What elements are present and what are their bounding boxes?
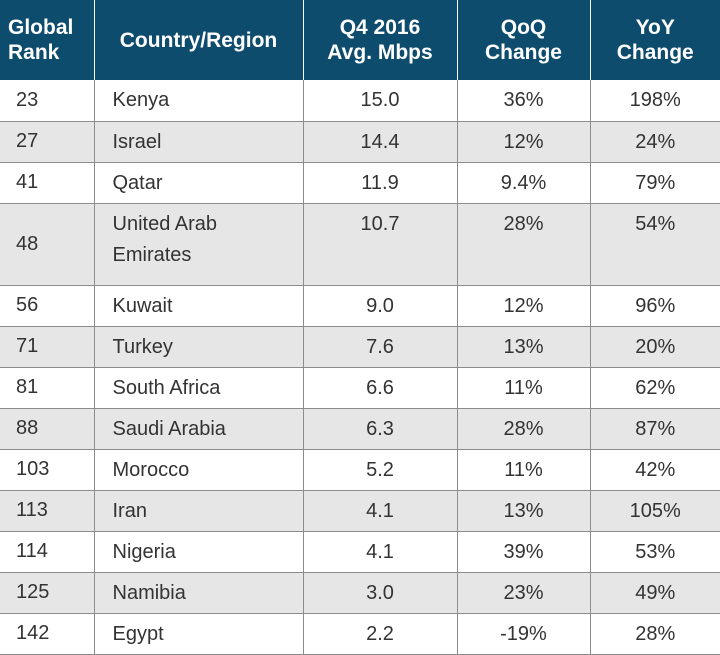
table-row: 103 Morocco 5.2 11% 42% <box>0 449 720 491</box>
cell-rank: 48 <box>0 203 95 286</box>
cell-yoy: 28% <box>590 613 720 655</box>
cell-rank: 114 <box>0 531 95 573</box>
cell-mbps: 4.1 <box>303 490 458 532</box>
cell-rank: 103 <box>0 449 95 491</box>
cell-mbps: 9.0 <box>303 285 458 327</box>
cell-rank: 41 <box>0 162 95 204</box>
cell-mbps: 3.0 <box>303 572 458 614</box>
cell-yoy: 42% <box>590 449 720 491</box>
header-rank: Global Rank <box>0 0 95 80</box>
cell-yoy: 49% <box>590 572 720 614</box>
header-rank-line-2: Rank <box>8 41 60 64</box>
table-row: 142 Egypt 2.2 -19% 28% <box>0 613 720 655</box>
table-row: 113 Iran 4.1 13% 105% <box>0 490 720 532</box>
header-qoq-line-1: QoQ <box>500 16 547 39</box>
table-row: 27 Israel 14.4 12% 24% <box>0 121 720 163</box>
cell-yoy: 198% <box>590 80 720 122</box>
cell-rank: 88 <box>0 408 95 450</box>
cell-yoy: 87% <box>590 408 720 450</box>
cell-yoy: 62% <box>590 367 720 409</box>
cell-qoq: 11% <box>457 367 591 409</box>
cell-country: Kuwait <box>94 285 304 327</box>
header-yoy-line-1: YoY <box>635 16 675 39</box>
table-row: 41 Qatar 11.9 9.4% 79% <box>0 162 720 204</box>
cell-country: Israel <box>94 121 304 163</box>
cell-country: Morocco <box>94 449 304 491</box>
cell-qoq: 13% <box>457 326 591 368</box>
table-body: 23 Kenya 15.0 36% 198% 27 Israel 14.4 12% 24% 41 Qa… <box>0 80 720 655</box>
cell-qoq: 11% <box>457 449 591 491</box>
table-row: 71 Turkey 7.6 13% 20% <box>0 326 720 368</box>
header-country-line-1: Country/Region <box>119 28 278 52</box>
cell-rank: 27 <box>0 121 95 163</box>
cell-yoy: 96% <box>590 285 720 327</box>
cell-rank: 142 <box>0 613 95 655</box>
cell-country: Saudi Arabia <box>94 408 304 450</box>
cell-rank: 23 <box>0 80 95 122</box>
cell-rank: 81 <box>0 367 95 409</box>
cell-yoy: 79% <box>590 162 720 204</box>
table-row: 114 Nigeria 4.1 39% 53% <box>0 531 720 573</box>
cell-country: United Arab Emirates <box>94 203 304 286</box>
cell-yoy: 20% <box>590 326 720 368</box>
table-row: 48 United Arab Emirates 10.7 28% 54% <box>0 203 720 286</box>
cell-rank: 71 <box>0 326 95 368</box>
cell-country: Turkey <box>94 326 304 368</box>
cell-country: Qatar <box>94 162 304 204</box>
table-row: 81 South Africa 6.6 11% 62% <box>0 367 720 409</box>
cell-mbps: 2.2 <box>303 613 458 655</box>
cell-country: Nigeria <box>94 531 304 573</box>
header-mbps-line-1: Q4 2016 <box>339 16 421 39</box>
cell-yoy: 53% <box>590 531 720 573</box>
cell-qoq: 36% <box>457 80 591 122</box>
cell-qoq: 39% <box>457 531 591 573</box>
cell-mbps: 6.3 <box>303 408 458 450</box>
cell-qoq: 28% <box>457 203 591 286</box>
cell-country: Iran <box>94 490 304 532</box>
cell-mbps: 7.6 <box>303 326 458 368</box>
cell-rank: 113 <box>0 490 95 532</box>
cell-country: Namibia <box>94 572 304 614</box>
table-row: 56 Kuwait 9.0 12% 96% <box>0 285 720 327</box>
cell-qoq: 12% <box>457 121 591 163</box>
cell-qoq: 13% <box>457 490 591 532</box>
header-yoy-line-2: Change <box>616 41 694 64</box>
cell-mbps: 15.0 <box>303 80 458 122</box>
table-row: 23 Kenya 15.0 36% 198% <box>0 80 720 122</box>
cell-mbps: 14.4 <box>303 121 458 163</box>
header-yoy: YoY Change <box>590 0 720 80</box>
cell-country: Kenya <box>94 80 304 122</box>
cell-country: Egypt <box>94 613 304 655</box>
cell-yoy: 54% <box>590 203 720 286</box>
cell-qoq: 12% <box>457 285 591 327</box>
cell-qoq: 9.4% <box>457 162 591 204</box>
header-qoq: QoQ Change <box>457 0 591 80</box>
cell-yoy: 105% <box>590 490 720 532</box>
country-line-1: United Arab <box>112 212 218 235</box>
country-line-2: Emirates <box>112 243 192 266</box>
cell-rank: 56 <box>0 285 95 327</box>
table-row: 125 Namibia 3.0 23% 49% <box>0 572 720 614</box>
header-country: Country/Region <box>94 0 304 80</box>
header-rank-line-1: Global <box>8 16 74 39</box>
cell-mbps: 10.7 <box>303 203 458 286</box>
cell-mbps: 6.6 <box>303 367 458 409</box>
cell-yoy: 24% <box>590 121 720 163</box>
table-row: 88 Saudi Arabia 6.3 28% 87% <box>0 408 720 450</box>
cell-qoq: 23% <box>457 572 591 614</box>
cell-qoq: -19% <box>457 613 591 655</box>
cell-qoq: 28% <box>457 408 591 450</box>
cell-mbps: 4.1 <box>303 531 458 573</box>
cell-rank: 125 <box>0 572 95 614</box>
header-qoq-line-2: Change <box>484 41 562 64</box>
cell-mbps: 5.2 <box>303 449 458 491</box>
cell-mbps: 11.9 <box>303 162 458 204</box>
cell-country: South Africa <box>94 367 304 409</box>
header-row: Global Rank Country/Region Q4 2016 Avg. … <box>0 0 720 80</box>
header-mbps-line-2: Avg. Mbps <box>327 41 433 64</box>
header-mbps: Q4 2016 Avg. Mbps <box>303 0 458 80</box>
